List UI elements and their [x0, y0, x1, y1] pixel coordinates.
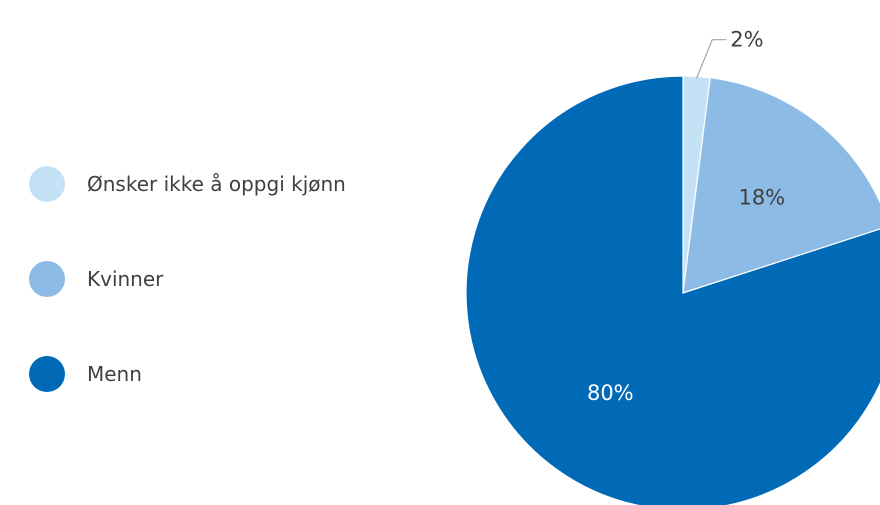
legend-label-1: Kvinner — [87, 267, 164, 291]
legend-swatch-1 — [29, 261, 65, 297]
legend-swatch-0 — [29, 166, 65, 202]
chart-legend: Ønsker ikke å oppgi kjønn Kvinner Menn — [29, 166, 346, 392]
data-label-0: 2% — [730, 28, 763, 52]
data-label-1: 18% — [738, 186, 785, 210]
pie-slices — [465, 75, 880, 505]
legend-label-2: Menn — [87, 362, 142, 386]
legend-label-0: Ønsker ikke å oppgi kjønn — [87, 172, 346, 196]
data-label-2: 80% — [587, 381, 634, 405]
pie-slice-1 — [682, 77, 880, 294]
pie-slice-2 — [465, 75, 880, 505]
pie-data-labels: 2% 18% 80% — [587, 28, 785, 405]
leader-line-0 — [695, 39, 727, 79]
legend-swatch-2 — [29, 356, 65, 392]
